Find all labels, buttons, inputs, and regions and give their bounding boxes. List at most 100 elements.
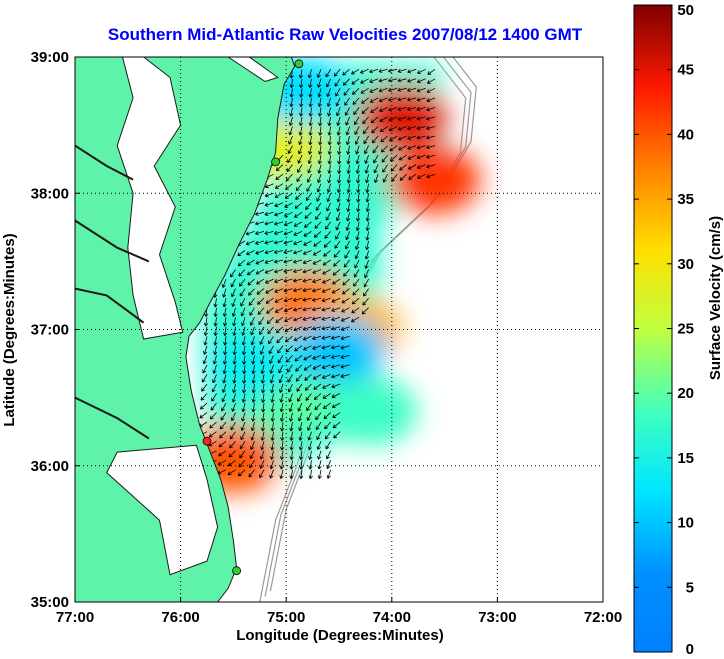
velocity-arrow bbox=[331, 316, 341, 322]
velocity-arrow bbox=[321, 335, 331, 340]
velocity-arrow bbox=[295, 374, 303, 382]
velocity-arrow bbox=[315, 421, 322, 431]
velocity-arrow bbox=[364, 154, 369, 164]
velocity-arrow bbox=[209, 421, 217, 429]
velocity-arrow bbox=[317, 460, 322, 470]
velocity-arrow bbox=[407, 145, 417, 150]
colorbar-tick-label: 35 bbox=[677, 191, 694, 208]
velocity-arrow bbox=[222, 317, 228, 327]
velocity-arrow bbox=[239, 450, 246, 459]
velocity-arrow bbox=[407, 135, 417, 140]
velocity-arrow bbox=[238, 269, 246, 277]
velocity-arrow bbox=[304, 221, 312, 228]
velocity-arrow bbox=[201, 374, 208, 383]
velocity-arrow bbox=[398, 135, 407, 141]
velocity-arrow bbox=[317, 88, 322, 98]
velocity-arrow bbox=[397, 107, 407, 112]
velocity-arrow bbox=[199, 412, 208, 419]
velocity-arrow bbox=[344, 107, 350, 116]
velocity-arrow bbox=[312, 374, 322, 380]
velocity-arrow bbox=[316, 441, 322, 450]
velocity-arrow bbox=[326, 88, 331, 98]
velocity-arrow bbox=[407, 116, 417, 121]
speed-hotspot bbox=[324, 377, 417, 446]
velocity-arrow bbox=[322, 393, 331, 399]
velocity-arrow bbox=[221, 402, 227, 412]
radar-stations bbox=[202, 59, 304, 576]
velocity-arrow bbox=[261, 403, 266, 413]
velocity-arrow bbox=[203, 326, 208, 336]
velocity-arrow bbox=[237, 469, 246, 477]
velocity-arrow bbox=[365, 183, 370, 193]
velocity-arrow bbox=[359, 68, 369, 74]
velocity-arrow bbox=[241, 326, 246, 336]
velocity-arrow bbox=[286, 364, 293, 373]
velocity-arrow bbox=[264, 259, 274, 264]
velocity-arrow bbox=[247, 278, 255, 286]
velocity-arrow bbox=[361, 107, 369, 114]
speed-hotspot bbox=[208, 329, 301, 398]
colorbar-label: Surface Velocity (cm/s) bbox=[707, 216, 724, 380]
velocity-arrow bbox=[248, 297, 255, 306]
velocity-arrow bbox=[340, 326, 350, 331]
velocity-arrow bbox=[203, 345, 208, 355]
velocity-arrow bbox=[298, 421, 303, 432]
velocity-arrow bbox=[303, 355, 312, 361]
colorbar: 0 5 10 15 20 25 30 35 40 45 50 Surface Velocity (c… bbox=[633, 2, 724, 658]
velocity-arrow bbox=[340, 345, 350, 350]
velocity-arrow bbox=[345, 231, 350, 241]
velocity-arrow bbox=[264, 221, 274, 226]
velocity-arrow bbox=[293, 240, 303, 246]
velocity-arrow bbox=[374, 174, 379, 184]
velocity-arrow bbox=[293, 278, 303, 283]
velocity-arrow bbox=[299, 78, 304, 88]
velocity-arrow bbox=[298, 441, 304, 451]
velocity-arrow bbox=[312, 355, 322, 360]
velocity-arrow bbox=[380, 135, 388, 143]
velocity-arrow bbox=[388, 126, 398, 132]
velocity-arrow bbox=[304, 212, 312, 219]
velocity-arrow bbox=[343, 259, 350, 268]
velocity-arrow bbox=[267, 326, 274, 335]
velocity-arrow bbox=[289, 450, 294, 460]
velocity-arrow bbox=[307, 421, 312, 431]
velocity-arrow bbox=[381, 145, 388, 153]
velocity-arrow bbox=[331, 393, 341, 399]
velocity-arrow bbox=[312, 297, 322, 302]
colorbar-tick-label: 40 bbox=[677, 126, 694, 143]
velocity-arrow bbox=[365, 212, 370, 222]
velocity-arrow bbox=[331, 345, 341, 350]
x-tick-label: 75:00 bbox=[267, 609, 305, 626]
velocity-arrow bbox=[351, 297, 360, 305]
velocity-arrow bbox=[251, 403, 256, 413]
velocity-arrow bbox=[246, 259, 255, 266]
velocity-arrow bbox=[269, 469, 274, 479]
velocity-arrow bbox=[287, 154, 293, 163]
velocity-arrow bbox=[378, 78, 388, 83]
velocity-arrow bbox=[308, 126, 313, 136]
velocity-arrow bbox=[321, 297, 331, 303]
velocity-arrow bbox=[266, 307, 274, 314]
velocity-arrow bbox=[297, 412, 303, 422]
velocity-arrow bbox=[274, 230, 284, 236]
velocity-arrow bbox=[213, 307, 218, 317]
velocity-arrow bbox=[322, 259, 331, 266]
velocity-arrow bbox=[289, 107, 294, 117]
velocity-arrow bbox=[353, 278, 360, 287]
velocity-arrow bbox=[255, 259, 265, 265]
velocity-arrow bbox=[258, 316, 265, 325]
velocity-arrow bbox=[241, 345, 247, 355]
velocity-arrow bbox=[342, 68, 350, 76]
velocity-arrow bbox=[279, 383, 284, 393]
velocity-arrow bbox=[426, 164, 436, 169]
velocity-arrow bbox=[331, 335, 341, 340]
velocity-arrow bbox=[308, 88, 313, 98]
velocity-arrow bbox=[210, 402, 217, 411]
colorbar-ticks: 0 5 10 15 20 25 30 35 40 45 50 bbox=[634, 2, 694, 658]
velocity-arrow bbox=[222, 298, 227, 308]
velocity-arrow bbox=[369, 68, 379, 74]
velocity-arrow bbox=[325, 450, 331, 460]
velocity-arrow bbox=[274, 211, 284, 217]
velocity-arrow bbox=[355, 231, 360, 241]
velocity-arrow bbox=[249, 460, 255, 469]
